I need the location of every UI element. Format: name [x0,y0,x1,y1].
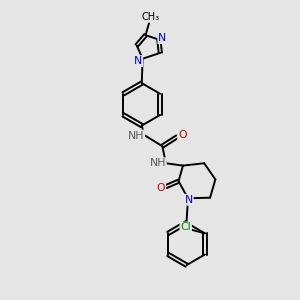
Text: Cl: Cl [180,222,191,233]
Text: NH: NH [128,130,144,141]
Text: CH₃: CH₃ [142,12,160,22]
Text: NH: NH [149,158,166,168]
Text: N: N [134,56,142,66]
Text: O: O [178,130,187,140]
Text: N: N [184,195,193,205]
Text: N: N [158,33,166,43]
Text: O: O [157,183,165,193]
